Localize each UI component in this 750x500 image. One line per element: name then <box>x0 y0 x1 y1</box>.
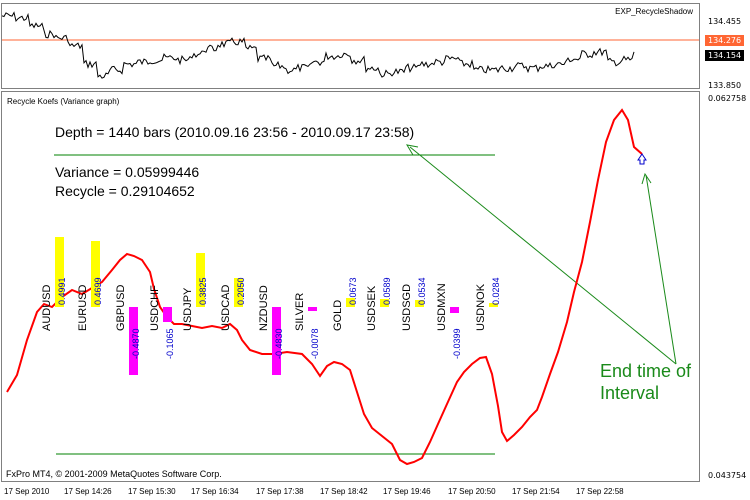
coef-value-nzdusd: -0.4830 <box>274 328 284 359</box>
coef-value-usdsek: 0.0589 <box>382 277 392 305</box>
coef-bar-usdsgd <box>415 299 424 307</box>
annotation-arrowhead-2 <box>641 172 652 185</box>
time-axis-label: 17 Sep 20:50 <box>448 487 496 496</box>
indicator-panel: Recycle Koefs (Variance graph) Depth = 1… <box>1 91 700 482</box>
symbol-label-audusd: AUDUSD <box>41 284 53 331</box>
price-scale-low: 133.850 <box>708 81 742 90</box>
annotation-line-2: Interval <box>600 383 660 403</box>
coef-bar-usdnok <box>489 303 498 307</box>
time-axis-label: 17 Sep 19:46 <box>383 487 431 496</box>
symbol-label-usdnok: USDNOK <box>475 283 487 331</box>
coef-value-eurusd: 0.4699 <box>93 277 103 305</box>
variance-curve <box>6 108 643 466</box>
coef-value-usdmxn: -0.0399 <box>452 328 462 359</box>
coef-value-usdjpy: 0.3825 <box>198 277 208 305</box>
symbol-label-usdchf: USDCHF <box>149 285 161 331</box>
annotation-arrow-line-2 <box>645 174 677 365</box>
symbol-label-silver: SILVER <box>294 292 306 331</box>
symbol-label-usdsgd: USDSGD <box>401 283 413 331</box>
symbol-label-usdsek: USDSEK <box>366 285 378 331</box>
symbol-label-gbpusd: GBPUSD <box>115 284 127 331</box>
coef-value-usdcad: 0.2050 <box>236 277 246 305</box>
coef-value-usdchf: -0.1065 <box>165 328 175 359</box>
symbol-label-usdjpy: USDJPY <box>182 287 194 331</box>
coef-bar-usdcad <box>234 278 243 307</box>
time-axis-label: 17 Sep 15:30 <box>128 487 176 496</box>
annotation-arrow-line-1 <box>409 146 677 365</box>
annotation-end-time: End time of Interval <box>600 360 691 404</box>
time-axis-label: 17 Sep 17:38 <box>256 487 304 496</box>
indicator-scale-bottom: 0.043754 <box>708 471 747 480</box>
coef-bar-nzdusd <box>272 307 281 375</box>
coef-bar-gold <box>346 297 355 307</box>
coef-bar-silver <box>308 307 317 311</box>
time-axis-label: 17 Sep 18:42 <box>320 487 368 496</box>
symbol-label-nzdusd: NZDUSD <box>258 285 270 331</box>
indicator-title: Recycle Koefs (Variance graph) <box>7 97 120 106</box>
depth-text: Depth = 1440 bars (2010.09.16 23:56 - 20… <box>55 124 415 140</box>
indicator-scale-top: 0.062758 <box>708 94 747 103</box>
symbol-label-usdmxn: USDMXN <box>436 283 448 331</box>
coef-value-usdsgd: 0.0534 <box>417 277 427 305</box>
symbol-label-usdcad: USDCAD <box>220 284 232 331</box>
coef-bar-usdmxn <box>450 307 459 313</box>
time-axis-label: 17 Sep 16:34 <box>191 487 239 496</box>
price-current-red-tag: 134.276 <box>705 35 745 46</box>
time-axis-label: 17 Sep 14:26 <box>64 487 112 496</box>
coef-bar-usdchf <box>163 307 172 322</box>
coef-bar-eurusd <box>91 241 100 307</box>
price-scale-high: 134.455 <box>708 17 742 26</box>
time-axis-label: 17 Sep 2010 <box>4 487 50 496</box>
coef-value-gbpusd: -0.4870 <box>131 328 141 359</box>
coef-bar-audusd <box>55 237 64 307</box>
price-chart-panel: EXP_RecycleShadow <box>1 3 700 89</box>
price-panel-title: EXP_RecycleShadow <box>615 7 693 16</box>
variance-text: Variance = 0.05999446 <box>55 164 200 180</box>
variance-graph <box>6 108 677 466</box>
end-of-interval-up-arrow-icon <box>637 153 647 165</box>
coef-value-usdnok: 0.0284 <box>491 277 501 305</box>
annotation-line-1: End time of <box>600 361 692 381</box>
time-axis-label: 17 Sep 22:58 <box>576 487 624 496</box>
coef-bar-usdsek <box>380 298 389 307</box>
price-series-line <box>2 11 635 79</box>
coef-value-silver: -0.0078 <box>310 328 320 359</box>
footer-copyright: FxPro MT4, © 2001-2009 MetaQuotes Softwa… <box>6 469 222 479</box>
time-axis-label: 17 Sep 21:54 <box>512 487 560 496</box>
coef-bar-usdjpy <box>196 253 205 307</box>
symbol-label-gold: GOLD <box>332 299 344 331</box>
symbol-label-eurusd: EURUSD <box>77 284 89 331</box>
recycle-text: Recycle = 0.29104652 <box>55 183 195 199</box>
coef-bar-gbpusd <box>129 307 138 376</box>
coef-value-gold: 0.0673 <box>348 277 358 305</box>
price-line-chart <box>2 11 699 79</box>
price-current-black-tag: 134.154 <box>705 50 745 61</box>
annotation-arrowhead-1 <box>406 144 419 156</box>
coef-value-audusd: 0.4991 <box>57 277 67 305</box>
